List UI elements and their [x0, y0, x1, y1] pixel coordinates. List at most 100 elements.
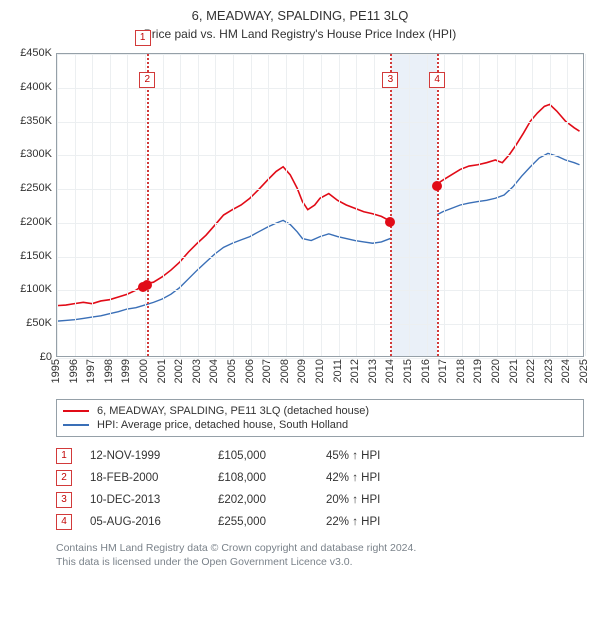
- legend: 6, MEADWAY, SPALDING, PE11 3LQ (detached…: [56, 399, 584, 437]
- gridline-v: [303, 54, 304, 356]
- gridline-v: [215, 54, 216, 356]
- x-tick-label: 1997: [85, 359, 97, 383]
- gridline-v: [427, 54, 428, 356]
- event-row-date: 05-AUG-2016: [90, 516, 200, 528]
- gridline-v: [479, 54, 480, 356]
- gridline-v: [515, 54, 516, 356]
- gridline-v: [268, 54, 269, 356]
- event-row: 310-DEC-2013£202,00020% ↑ HPI: [56, 489, 584, 511]
- gridline-h: [57, 155, 583, 156]
- gridline-v: [92, 54, 93, 356]
- gridline-v: [110, 54, 111, 356]
- gridline-h: [57, 290, 583, 291]
- gridline-h: [57, 54, 583, 55]
- gridline-v: [532, 54, 533, 356]
- x-tick-label: 2011: [332, 359, 344, 383]
- y-tick-label: £50K: [8, 317, 52, 329]
- event-badge: 3: [382, 72, 398, 88]
- gridline-h: [57, 189, 583, 190]
- y-tick-label: £450K: [8, 47, 52, 59]
- event-row-delta: 42% ↑ HPI: [326, 472, 584, 484]
- x-tick-label: 2005: [226, 359, 238, 383]
- gridline-v: [462, 54, 463, 356]
- gridline-h: [57, 324, 583, 325]
- legend-label: 6, MEADWAY, SPALDING, PE11 3LQ (detached…: [97, 405, 369, 417]
- event-row-delta: 20% ↑ HPI: [326, 494, 584, 506]
- series-hpi: [57, 153, 580, 321]
- event-row-price: £108,000: [218, 472, 308, 484]
- highlight-band: [391, 54, 438, 356]
- x-tick-label: 2023: [543, 359, 555, 383]
- event-row-delta: 22% ↑ HPI: [326, 516, 584, 528]
- legend-swatch: [63, 424, 89, 426]
- event-row-price: £105,000: [218, 450, 308, 462]
- x-tick-label: 2007: [261, 359, 273, 383]
- gridline-v: [339, 54, 340, 356]
- legend-label: HPI: Average price, detached house, Sout…: [97, 419, 348, 431]
- x-tick-label: 2003: [191, 359, 203, 383]
- gridline-v: [198, 54, 199, 356]
- x-tick-label: 2017: [437, 359, 449, 383]
- footer-line: Contains HM Land Registry data © Crown c…: [56, 541, 584, 555]
- gridline-v: [444, 54, 445, 356]
- x-tick-label: 2019: [472, 359, 484, 383]
- gridline-v: [233, 54, 234, 356]
- x-tick-label: 2006: [244, 359, 256, 383]
- event-row-badge: 3: [56, 492, 72, 508]
- y-tick-label: £350K: [8, 115, 52, 127]
- x-tick-label: 2025: [578, 359, 590, 383]
- x-tick-label: 2022: [525, 359, 537, 383]
- x-tick-label: 2013: [367, 359, 379, 383]
- x-axis: 1995199619971998199920002001200220032004…: [56, 359, 584, 397]
- gridline-h: [57, 122, 583, 123]
- gridline-h: [57, 223, 583, 224]
- x-tick-label: 2021: [508, 359, 520, 383]
- gridline-v: [585, 54, 586, 356]
- event-row: 405-AUG-2016£255,00022% ↑ HPI: [56, 511, 584, 533]
- gridline-v: [127, 54, 128, 356]
- x-tick-label: 2010: [314, 359, 326, 383]
- gridline-v: [145, 54, 146, 356]
- event-dot: [142, 280, 152, 290]
- gridline-v: [163, 54, 164, 356]
- legend-item: HPI: Average price, detached house, Sout…: [63, 418, 577, 432]
- gridline-h: [57, 88, 583, 89]
- event-dot: [432, 181, 442, 191]
- x-tick-label: 2004: [208, 359, 220, 383]
- x-tick-label: 1999: [120, 359, 132, 383]
- x-tick-label: 2014: [384, 359, 396, 383]
- gridline-v: [75, 54, 76, 356]
- gridline-v: [409, 54, 410, 356]
- legend-swatch: [63, 410, 89, 412]
- gridline-v: [321, 54, 322, 356]
- x-tick-label: 2012: [349, 359, 361, 383]
- x-tick-label: 2008: [279, 359, 291, 383]
- event-row-badge: 1: [56, 448, 72, 464]
- gridline-v: [550, 54, 551, 356]
- gridline-v: [57, 54, 58, 356]
- x-tick-label: 2024: [560, 359, 572, 383]
- gridline-v: [497, 54, 498, 356]
- event-badge: 4: [429, 72, 445, 88]
- x-tick-label: 2020: [490, 359, 502, 383]
- event-dot: [385, 217, 395, 227]
- event-row-badge: 4: [56, 514, 72, 530]
- y-tick-label: £0: [8, 351, 52, 363]
- event-row-date: 12-NOV-1999: [90, 450, 200, 462]
- plot-area: 1234: [56, 53, 584, 357]
- event-badge: 2: [139, 72, 155, 88]
- x-tick-label: 1998: [103, 359, 115, 383]
- x-tick-label: 2018: [455, 359, 467, 383]
- x-tick-label: 2000: [138, 359, 150, 383]
- y-tick-label: £100K: [8, 283, 52, 295]
- gridline-v: [180, 54, 181, 356]
- event-row: 218-FEB-2000£108,00042% ↑ HPI: [56, 467, 584, 489]
- legend-item: 6, MEADWAY, SPALDING, PE11 3LQ (detached…: [63, 404, 577, 418]
- y-tick-label: £150K: [8, 250, 52, 262]
- y-tick-label: £300K: [8, 148, 52, 160]
- page-title: 6, MEADWAY, SPALDING, PE11 3LQ: [8, 8, 592, 23]
- event-line: [147, 54, 149, 356]
- x-tick-label: 1996: [68, 359, 80, 383]
- gridline-v: [356, 54, 357, 356]
- x-tick-label: 2002: [173, 359, 185, 383]
